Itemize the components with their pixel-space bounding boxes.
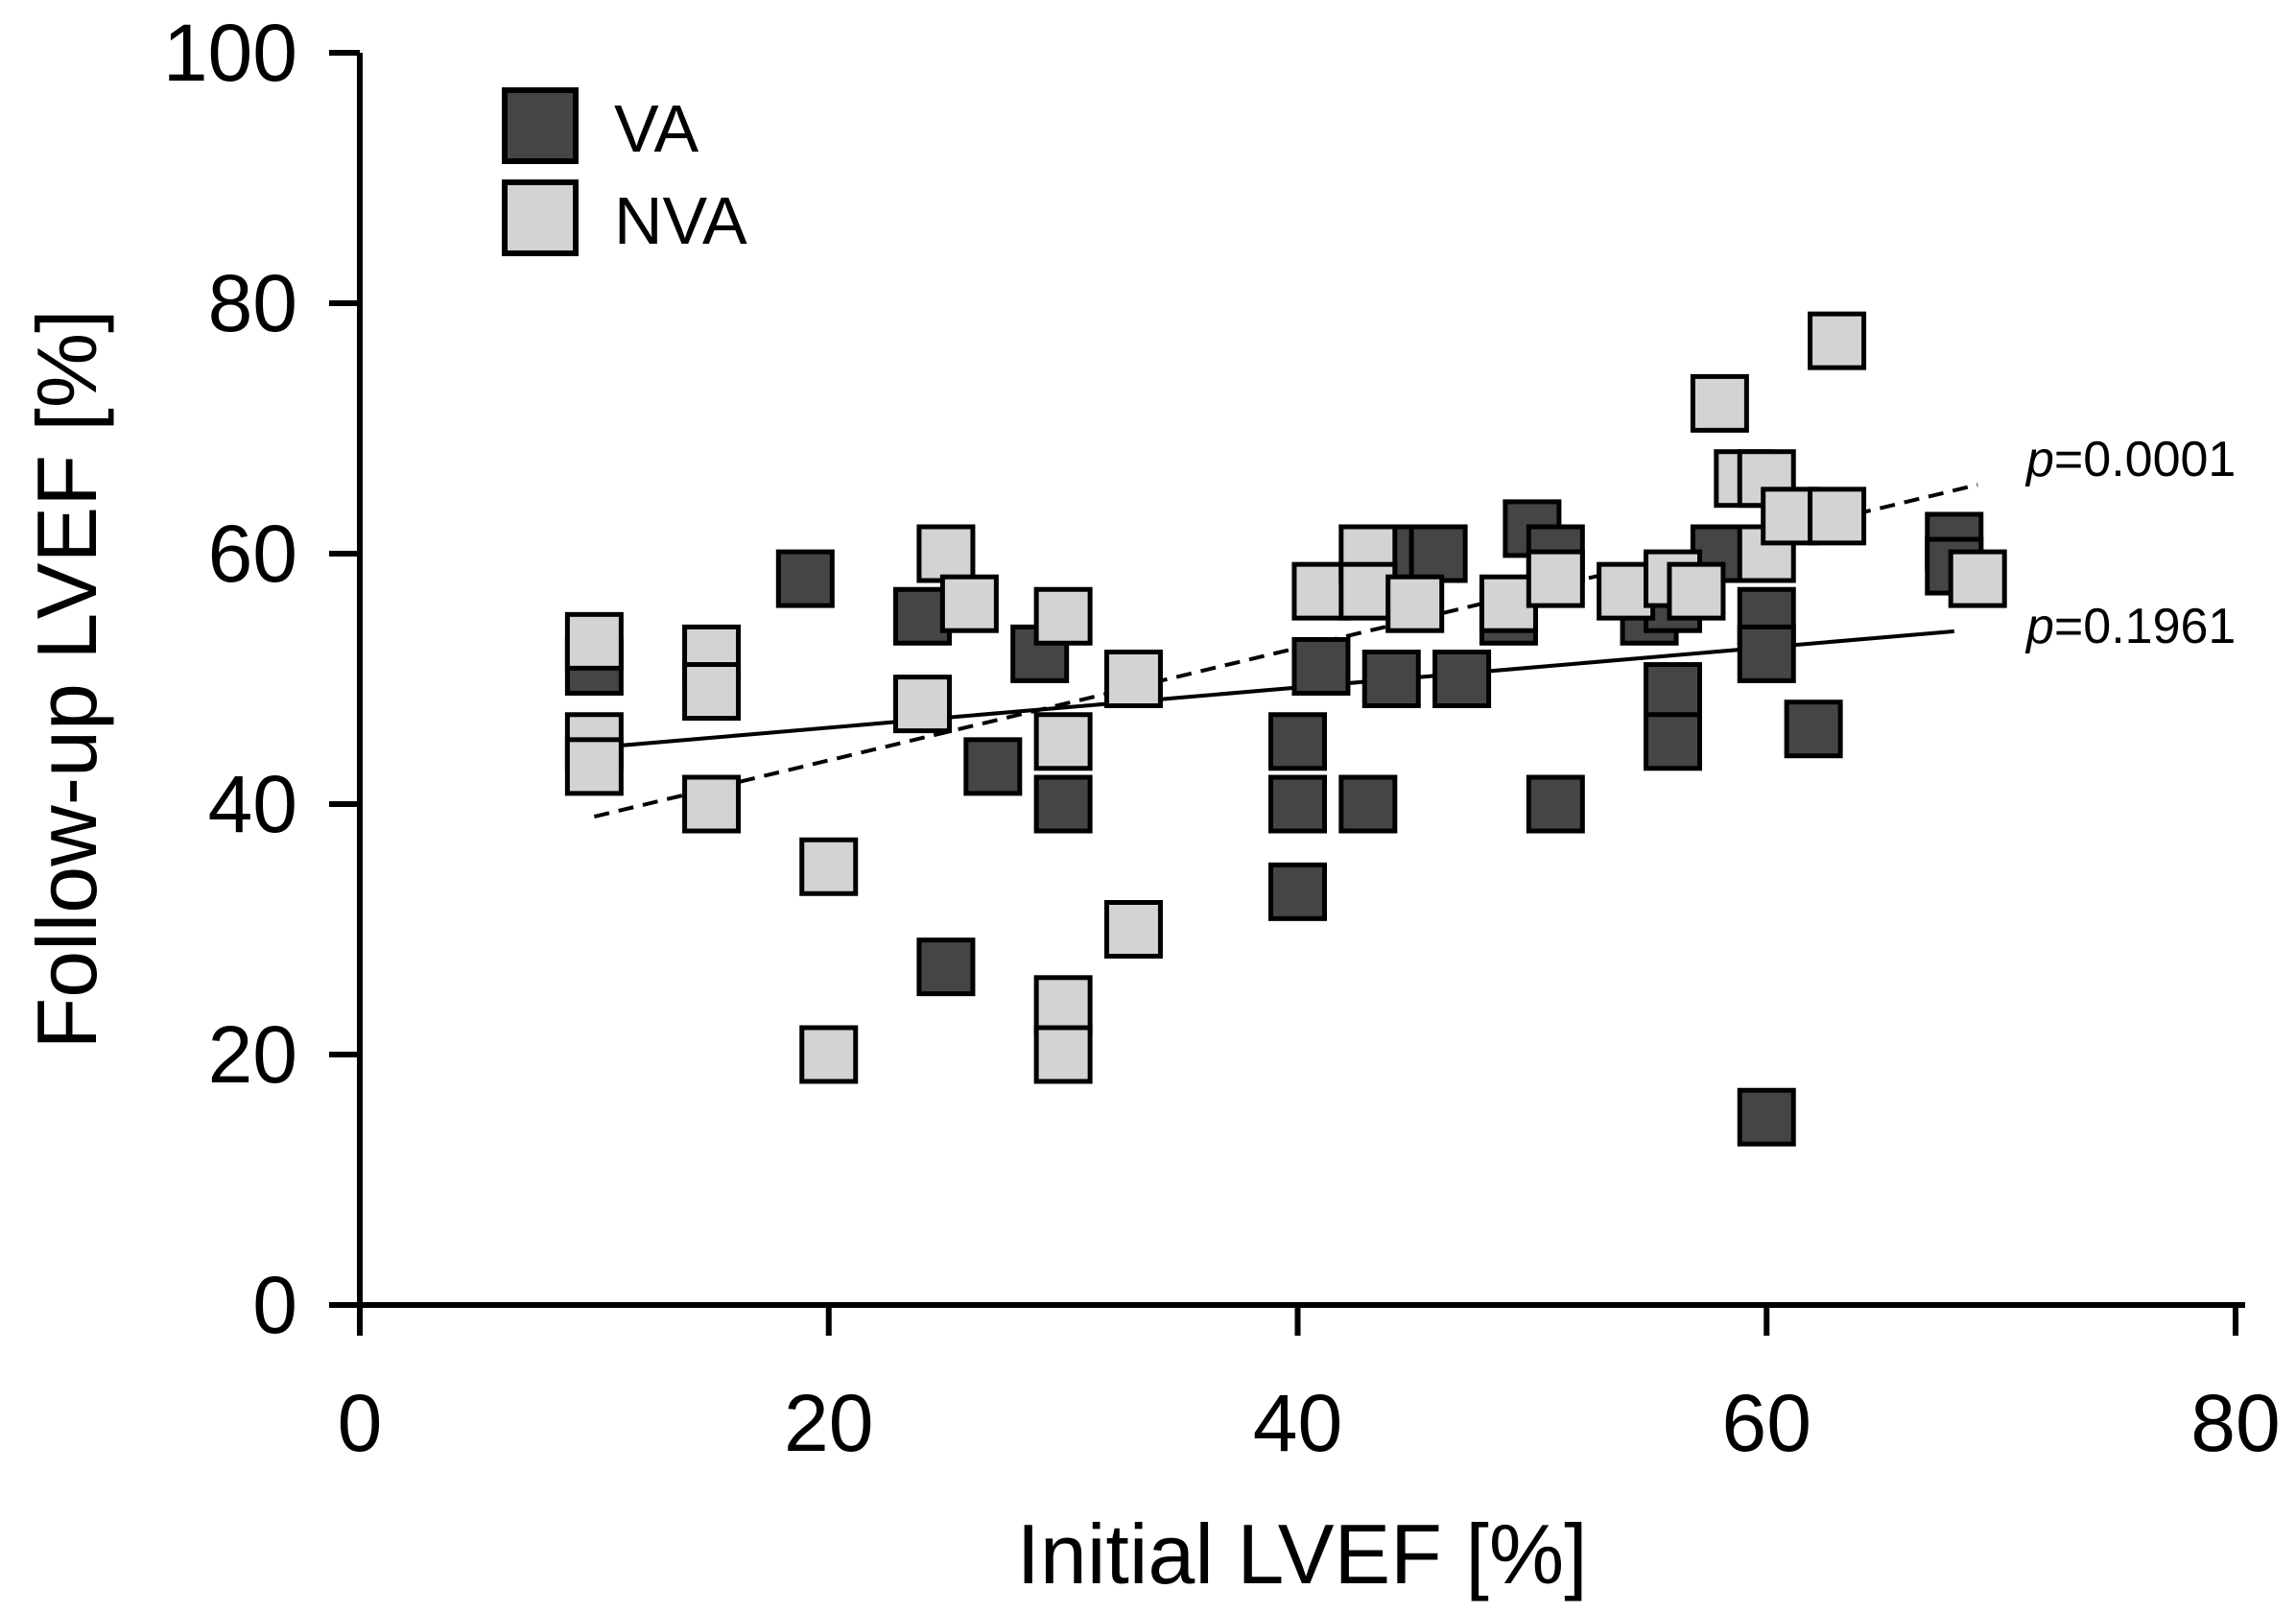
nva-data-point <box>1033 1025 1093 1084</box>
va-data-point <box>963 737 1023 796</box>
y-axis-title: Follow-up LVEF [%] <box>19 309 114 1049</box>
va-data-point <box>1291 636 1351 696</box>
y-tick-label: 80 <box>208 258 297 348</box>
nva-data-point <box>1103 900 1163 959</box>
va-data-point <box>1338 774 1398 834</box>
nva-data-point <box>1103 650 1163 708</box>
x-ticks: 0 20 40 60 80 <box>338 1305 2281 1468</box>
va-data-point <box>1784 700 1843 759</box>
x-tick-label: 60 <box>1722 1378 1811 1468</box>
va-data-point <box>1268 862 1327 921</box>
y-tick-label: 20 <box>208 1009 297 1100</box>
va-data-point <box>1268 712 1327 771</box>
va-data-point <box>1737 624 1796 683</box>
nva-data-point <box>1033 975 1093 1034</box>
nva-data-point <box>916 524 976 583</box>
legend: VA NVA <box>502 87 747 258</box>
p-value-labels: p=0.0001 p=0.1961 <box>2024 432 2236 654</box>
nva-data-point <box>1690 373 1749 433</box>
axes: 0 20 40 60 80 100 0 20 40 60 80 <box>163 8 2281 1468</box>
va-regression-line <box>594 629 1954 750</box>
y-tick-label: 0 <box>252 1260 297 1350</box>
va-p-value: p=0.1961 <box>2024 599 2236 654</box>
nva-data-point <box>1597 561 1656 621</box>
data-points <box>564 311 2007 1147</box>
nva-data-point <box>682 774 742 834</box>
va-data-point <box>916 937 976 997</box>
nva-data-point <box>939 574 999 633</box>
nva-p-number: =0.0001 <box>2054 432 2236 487</box>
y-tick-label: 100 <box>163 8 297 98</box>
nva-p-symbol: p <box>2024 432 2054 487</box>
x-tick-label: 20 <box>784 1378 873 1468</box>
x-tick-label: 80 <box>2190 1378 2280 1468</box>
va-p-symbol: p <box>2024 599 2054 654</box>
nva-data-point <box>1808 311 1867 370</box>
va-data-point <box>1361 650 1421 708</box>
nva-data-point <box>564 611 624 671</box>
va-data-point <box>1033 774 1093 834</box>
legend-va-label: VA <box>614 91 698 166</box>
va-data-point <box>1737 1087 1796 1147</box>
nva-data-point <box>682 662 742 722</box>
x-tick-label: 40 <box>1253 1378 1342 1468</box>
nva-data-point <box>1033 712 1093 771</box>
nva-data-point <box>1808 486 1867 546</box>
nva-data-point <box>893 675 952 734</box>
va-data-point <box>1432 650 1492 708</box>
nva-data-point <box>1948 549 2007 608</box>
va-data-point <box>1408 524 1468 583</box>
nva-data-point <box>1385 574 1445 633</box>
nva-data-point <box>799 837 859 896</box>
legend-nva-swatch <box>502 179 579 256</box>
y-tick-label: 40 <box>208 759 297 849</box>
va-p-number: =0.1961 <box>2054 599 2236 654</box>
nva-data-point <box>799 1025 859 1084</box>
x-tick-label: 0 <box>338 1378 383 1468</box>
legend-nva-label: NVA <box>614 183 747 258</box>
va-data-point <box>1268 774 1327 834</box>
va-data-point <box>1644 662 1702 722</box>
y-ticks: 0 20 40 60 80 100 <box>163 8 360 1350</box>
legend-va-swatch <box>502 87 579 164</box>
va-data-point <box>1644 712 1702 771</box>
nva-data-point <box>1033 586 1093 646</box>
nva-data-point <box>564 737 624 796</box>
va-data-point <box>775 549 835 608</box>
va-data-point <box>1526 774 1585 834</box>
x-axis-title: Initial LVEF [%] <box>1016 1506 1587 1601</box>
nva-data-point <box>1526 549 1585 608</box>
nva-data-point <box>1667 561 1726 621</box>
y-tick-label: 60 <box>208 509 297 599</box>
nva-p-value: p=0.0001 <box>2024 432 2236 487</box>
